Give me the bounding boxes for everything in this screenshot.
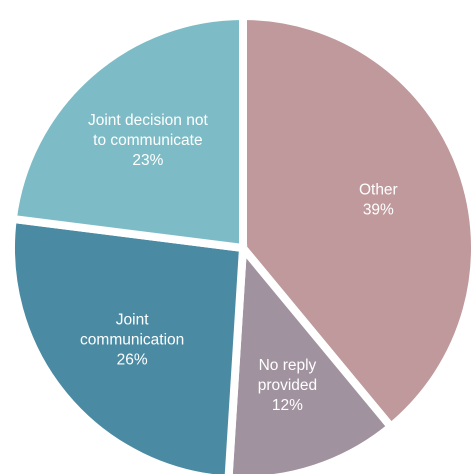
pie-label-percent: 12% — [272, 397, 303, 414]
pie-slice-joint-communication — [7, 214, 248, 474]
pie-label-no-reply-provided: No reply provided 12% — [258, 357, 317, 414]
pie-slice-no-reply-provided — [224, 237, 397, 474]
pie-label-joint-decision-not-to-communicate: Joint decision not to communicate 23% — [88, 112, 208, 169]
pie-label-text: communication — [80, 332, 184, 349]
pie-label-text: provided — [258, 377, 317, 394]
pie-label-text: Other — [359, 181, 398, 198]
pie-label-percent: 39% — [363, 201, 394, 218]
pie-slice-joint-decision-not-to-communicate — [8, 11, 247, 253]
pie-slice-other — [239, 11, 471, 433]
pie-label-text: No reply — [259, 357, 317, 374]
pie-label-percent: 26% — [117, 352, 148, 369]
pie-label-joint-communication: Joint communication 26% — [80, 312, 184, 369]
pie-label-text: Joint — [116, 312, 149, 329]
pie-label-text: to communicate — [93, 132, 202, 149]
pie-label-percent: 23% — [132, 152, 163, 169]
pie-label-other: Other 39% — [359, 181, 398, 218]
pie-label-text: Joint decision not — [88, 112, 208, 129]
